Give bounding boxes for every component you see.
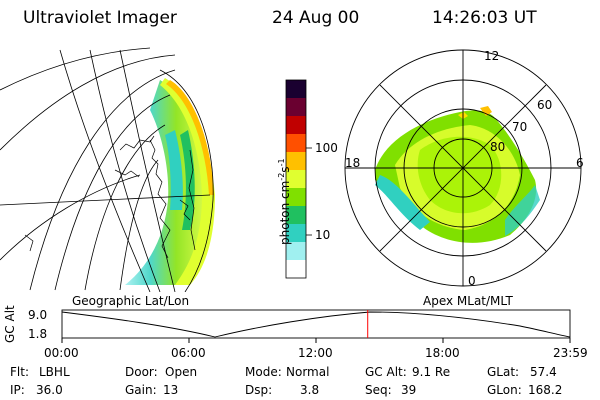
time-tick-0600: 06:00	[171, 346, 206, 360]
colorbar-stripe	[286, 98, 306, 117]
param-glat-label: GLat:	[487, 365, 520, 379]
colorbar-stripe	[286, 170, 306, 189]
apex-caption: Apex MLat/MLT	[423, 294, 513, 308]
polar-grid	[344, 49, 582, 287]
colorbar-stripe	[286, 134, 306, 153]
param-ip-value: 36.0	[36, 383, 63, 397]
polar-plot: 12 18 6 0 60 70 80	[344, 49, 584, 288]
param-dsp-label: Dsp:	[245, 383, 273, 397]
param-gcalt-value: 9.1 Re	[412, 365, 451, 379]
colorbar-stripes	[286, 80, 306, 279]
param-seq-value: 39	[401, 383, 417, 397]
param-door-value: Open	[165, 365, 198, 379]
unit-exp1: -2	[277, 172, 286, 181]
altitude-curve	[61, 311, 571, 338]
time-tick-1800: 18:00	[425, 346, 460, 360]
param-dsp-value: 3.8	[300, 383, 320, 397]
aurora-emission-polar	[375, 106, 540, 243]
mlt-label-6: 6	[576, 156, 584, 170]
unit-base: photon cm	[278, 180, 292, 245]
colorbar-stripe	[286, 152, 306, 171]
coastline	[24, 135, 196, 259]
time-tick-1200: 12:00	[298, 346, 333, 360]
mlt-label-12: 12	[484, 49, 499, 63]
unit-s: s	[278, 166, 292, 173]
geo-caption: Geographic Lat/Lon	[72, 294, 189, 308]
lat-label-80: 80	[490, 140, 505, 154]
param-gcalt-label: GC Alt:	[365, 365, 407, 379]
param-flt-label: Flt:	[10, 365, 29, 379]
mlt-label-0: 0	[468, 274, 476, 288]
param-mode-value: Normal	[286, 365, 330, 379]
colorbar-stripe	[286, 242, 306, 261]
colorbar-tick-10: 10	[315, 228, 331, 242]
alt-tick-high: 9.0	[28, 308, 48, 322]
date-label: 24 Aug 00	[272, 8, 360, 28]
instrument-title: Ultraviolet Imager	[23, 8, 177, 28]
mlt-label-18: 18	[345, 156, 360, 170]
lat-label-60: 60	[537, 98, 552, 112]
param-seq-label: Seq:	[365, 383, 392, 397]
lat-lon-grid	[0, 47, 214, 292]
colorbar-stripe	[286, 206, 306, 225]
colorbar	[285, 79, 312, 279]
colorbar-stripe	[286, 188, 306, 207]
param-glon-value: 168.2	[528, 383, 563, 397]
geographic-map	[0, 47, 215, 292]
time-tick-2359: 23:59	[553, 346, 588, 360]
altitude-timeline	[61, 309, 571, 343]
param-glat-value: 57.4	[530, 365, 557, 379]
param-ip-label: IP:	[10, 383, 25, 397]
time-label: 14:26:03 UT	[432, 8, 537, 28]
lat-label-70: 70	[512, 120, 527, 134]
param-glon-label: GLon:	[487, 383, 522, 397]
param-mode-label: Mode:	[245, 365, 282, 379]
param-door-label: Door:	[125, 365, 158, 379]
param-gain-label: Gain:	[125, 383, 157, 397]
colorbar-stripe	[286, 224, 306, 243]
colorbar-unit: photon cm-2s-1	[277, 158, 292, 245]
aurora-emission-geo	[125, 78, 215, 285]
param-flt-value: LBHL	[39, 365, 70, 379]
time-tick-0000: 00:00	[44, 346, 79, 360]
colorbar-stripe	[286, 116, 306, 135]
param-gain-value: 13	[163, 383, 179, 397]
gc-alt-axis-label: GC Alt	[3, 305, 17, 343]
unit-exp2: -1	[277, 158, 286, 167]
colorbar-stripe	[286, 80, 306, 99]
colorbar-stripe	[286, 260, 306, 279]
alt-tick-low: 1.8	[28, 327, 48, 341]
colorbar-tick-100: 100	[315, 141, 338, 155]
